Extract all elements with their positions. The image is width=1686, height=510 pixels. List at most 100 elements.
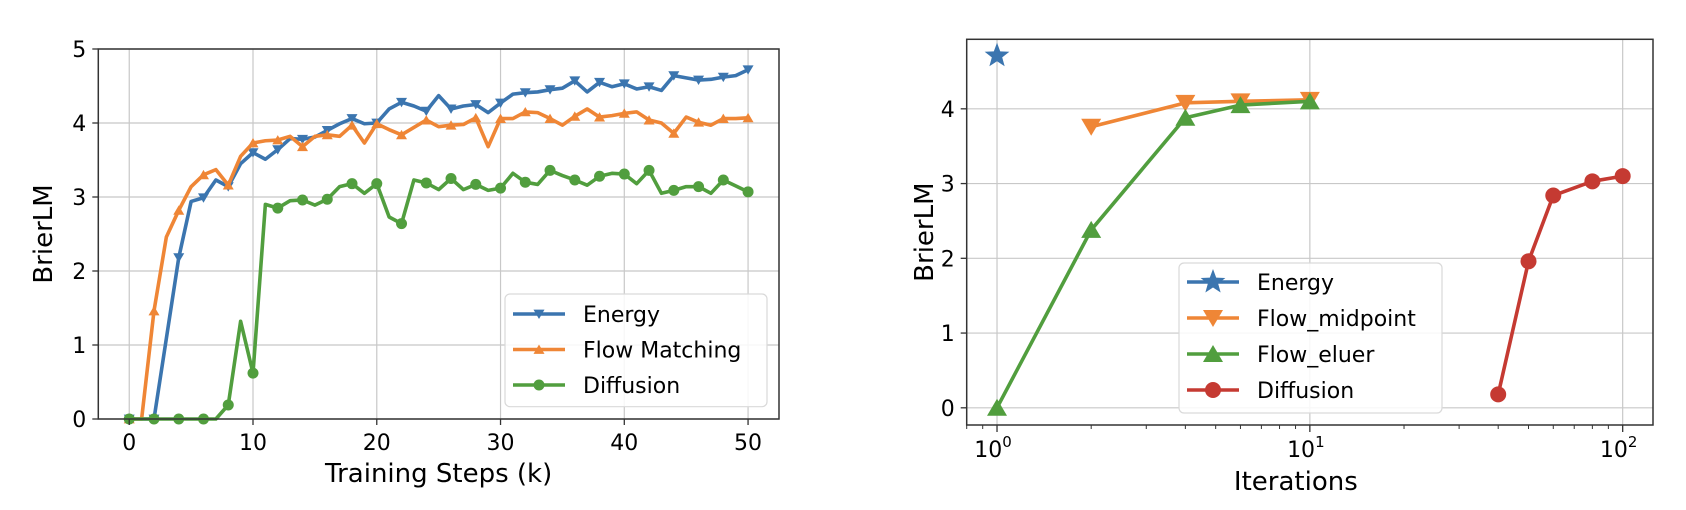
data-point [1299,92,1320,110]
iterations-chart: 100 101 10201234IterationsBrierLMEnergyFlo… [910,38,1654,497]
data-point [544,113,556,123]
series-line-flow-midpoint [1089,98,1312,129]
legend-marker [533,379,545,391]
data-point [569,111,581,121]
x-tick-label: 10 [239,431,267,456]
data-point [371,178,383,190]
legend-marker [1203,310,1223,327]
data-point [346,178,358,190]
data-point [544,164,556,176]
data-point [984,42,1010,67]
data-point [742,186,754,198]
y-tick-label: 2 [941,247,955,272]
legend: Energy Flow_midpoint Flow_eluer Diffusion [1178,262,1443,414]
data-point [297,194,309,206]
legend-marker [1200,269,1226,293]
x-axis-label: Training Steps (k) [324,459,552,489]
legend-item: Diffusion [513,374,680,399]
data-point [445,104,457,114]
data-point [396,129,408,140]
data-point [618,79,630,89]
data-point [693,181,705,193]
series-line-diffusion [1496,174,1625,397]
data-point [668,128,680,138]
data-point [197,193,209,203]
training-steps-chart: 0 10 20 30 40 50 0 1 2 3 4 5 Training Steps (k) Brier… [29,38,780,489]
legend-box [504,293,768,408]
data-point [987,398,1008,416]
legend-item: Energy [1187,269,1334,296]
data-point [495,98,507,108]
data-point [693,75,705,86]
legend-item: Energy [513,303,660,328]
data-point [396,97,408,108]
data-point [668,71,680,81]
data-point [643,115,655,125]
data-point [420,177,432,189]
data-point [569,76,581,86]
data-point [1175,108,1196,126]
data-point [519,176,531,188]
legend-item: Flow_midpoint [1187,307,1416,332]
legend-box [1178,262,1443,414]
data-point [321,193,333,205]
data-point [495,113,507,123]
x-tick-label: 50 [734,431,762,456]
data-point [470,100,482,110]
y-tick-label: 0 [72,408,86,433]
data-point [247,148,259,158]
data-point [470,112,482,123]
legend-label: Diffusion [583,374,680,399]
data-point [1614,168,1631,185]
data-point [272,145,284,155]
legend-label: Flow_eluer [1257,343,1375,368]
data-point [173,205,185,215]
data-point [717,113,729,123]
y-axis-label: BrierLM [910,182,940,281]
tick-exponent: 0 [1002,433,1012,451]
data-point [618,168,630,180]
data-point [594,112,606,122]
x-tick-label: 100 [974,433,1012,463]
data-point [222,399,234,411]
data-point [742,65,754,75]
legend-item: Diffusion [1187,379,1354,404]
legend-marker [533,344,545,354]
legend-item: Flow_eluer [1187,343,1375,368]
series-line-diffusion [127,168,750,421]
y-tick-label: 3 [941,173,955,198]
data-point [396,218,408,230]
data-point [420,106,432,117]
y-tick-label: 0 [941,397,955,422]
data-point [445,120,457,130]
x-tick-label: 40 [610,431,638,456]
data-point [594,170,606,182]
data-point [346,120,358,130]
data-point [470,178,482,190]
data-point [420,115,432,125]
data-point [742,112,754,123]
data-point [1175,94,1196,112]
legend-item: Flow Matching [513,339,741,364]
data-point [544,85,556,95]
x-tick-label: 0 [122,431,136,456]
data-point [297,141,309,152]
legend-label: Diffusion [1257,379,1354,404]
y-tick-label: 4 [941,98,955,123]
legend-label: Energy [1257,271,1334,296]
data-point [247,367,259,379]
data-point [643,82,655,92]
data-point [668,184,680,196]
tick-exponent: 2 [1628,433,1638,451]
x-tick-label: 30 [487,431,515,456]
data-point [371,118,383,129]
legend-label: Flow Matching [583,339,741,364]
y-tick-label: 2 [72,260,86,285]
y-axis-label: BrierLM [29,184,59,283]
data-point [643,164,655,176]
legend-label: Flow_midpoint [1257,307,1416,332]
data-point [272,202,284,214]
legend-marker [1203,345,1223,362]
x-tick-label: 102 [1600,433,1638,463]
